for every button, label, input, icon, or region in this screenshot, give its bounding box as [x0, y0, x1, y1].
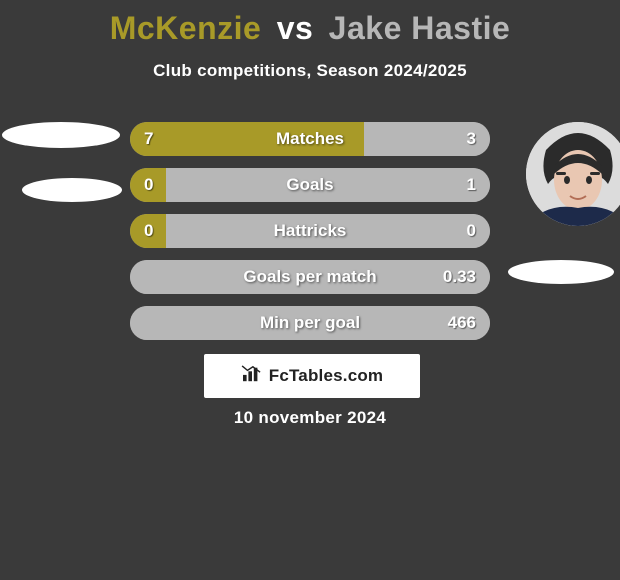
stat-row: 466Min per goal — [130, 306, 490, 340]
brand-text: FcTables.com — [269, 366, 384, 386]
stat-value-left: 0 — [144, 168, 153, 202]
brand-box[interactable]: FcTables.com — [204, 354, 420, 398]
stat-fill-right — [166, 168, 490, 202]
stat-fill-left — [130, 122, 364, 156]
stat-row: 0.33Goals per match — [130, 260, 490, 294]
title-separator: vs — [277, 10, 314, 46]
stat-value-left: 0 — [144, 214, 153, 248]
stat-value-right: 0 — [467, 214, 476, 248]
stat-value-right: 3 — [467, 122, 476, 156]
stat-fill-right — [130, 260, 490, 294]
subtitle: Club competitions, Season 2024/2025 — [0, 61, 620, 81]
player2-name: Jake Hastie — [329, 10, 511, 46]
stat-row: 01Goals — [130, 168, 490, 202]
date-stamp: 10 november 2024 — [0, 408, 620, 428]
player1-name: McKenzie — [110, 10, 262, 46]
stat-bars: 73Matches01Goals00Hattricks0.33Goals per… — [130, 122, 490, 352]
stat-fill-right — [130, 306, 490, 340]
stat-value-right: 466 — [448, 306, 476, 340]
page-title: McKenzie vs Jake Hastie — [0, 0, 620, 47]
stat-row: 00Hattricks — [130, 214, 490, 248]
stat-fill-right — [166, 214, 490, 248]
player2-avatar — [526, 122, 620, 226]
decorative-ellipse-top-left — [2, 122, 120, 148]
decorative-ellipse-bottom-right — [508, 260, 614, 284]
stat-value-right: 1 — [467, 168, 476, 202]
bar-chart-icon — [241, 365, 263, 388]
stat-value-right: 0.33 — [443, 260, 476, 294]
decorative-ellipse-bottom-left — [22, 178, 122, 202]
stat-value-left: 7 — [144, 122, 153, 156]
stat-row: 73Matches — [130, 122, 490, 156]
